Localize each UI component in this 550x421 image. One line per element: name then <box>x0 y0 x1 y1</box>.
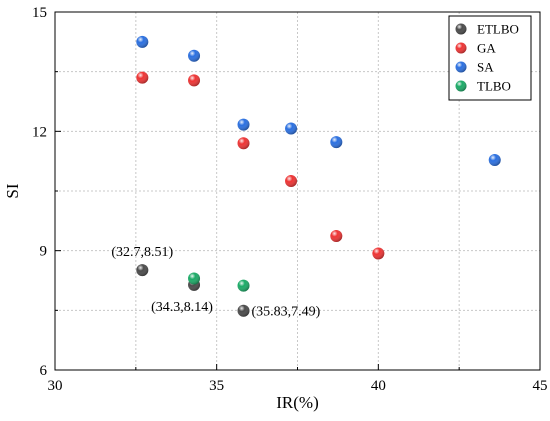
annotations: (32.7,8.51) (34.3,8.14) (35.83,7.49) <box>111 245 320 320</box>
point-sa <box>188 49 201 62</box>
point-sa <box>488 153 501 166</box>
point-annotation: (34.3,8.14) <box>151 300 213 315</box>
point-annotation: (32.7,8.51) <box>111 245 173 260</box>
data-points <box>136 35 501 317</box>
point-annotation: (35.83,7.49) <box>252 305 321 320</box>
point-tlbo <box>237 279 250 292</box>
y-tick-label: 12 <box>32 124 47 140</box>
legend-marker-tlbo <box>455 80 467 92</box>
point-sa <box>330 136 343 149</box>
point-ga <box>188 74 201 87</box>
point-sa <box>237 118 250 131</box>
x-axis-title: IR(%) <box>276 393 318 412</box>
legend-marker-ga <box>455 42 467 54</box>
legend-marker-etlbo <box>455 23 467 35</box>
point-ga <box>372 247 385 260</box>
x-tick-label: 45 <box>533 378 548 394</box>
y-tick-label: 6 <box>40 363 48 379</box>
y-axis-title: SI <box>3 183 22 198</box>
x-tick-label: 30 <box>48 378 63 394</box>
x-tick-label: 40 <box>371 378 386 394</box>
legend-label: SA <box>477 60 494 75</box>
axis-ticks: 30 35 40 45 6 9 12 15 <box>32 5 548 394</box>
point-sa <box>285 122 298 135</box>
y-tick-label: 9 <box>40 244 48 260</box>
point-sa <box>136 35 149 48</box>
legend-label: TLBO <box>477 79 511 94</box>
point-ga <box>237 137 250 150</box>
point-ga <box>136 71 149 84</box>
point-ga <box>285 175 298 188</box>
point-etlbo <box>237 304 250 317</box>
y-tick-label: 15 <box>32 5 47 21</box>
legend: ETLBO GA SA TLBO <box>448 15 532 101</box>
point-ga <box>330 229 343 242</box>
x-tick-label: 35 <box>209 378 224 394</box>
point-tlbo <box>188 272 201 285</box>
legend-label: GA <box>477 41 496 56</box>
legend-label: ETLBO <box>477 22 519 37</box>
legend-marker-sa <box>455 61 467 73</box>
point-etlbo <box>136 264 149 277</box>
